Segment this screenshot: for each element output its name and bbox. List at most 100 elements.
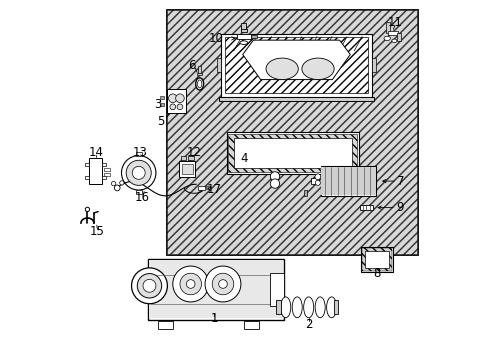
Ellipse shape xyxy=(292,297,302,318)
Bar xyxy=(321,167,375,195)
Bar xyxy=(241,23,246,31)
Text: 4: 4 xyxy=(240,152,248,165)
Circle shape xyxy=(169,104,175,110)
Text: 10: 10 xyxy=(208,32,223,45)
Bar xyxy=(85,176,89,179)
Bar xyxy=(182,164,192,174)
Text: 14: 14 xyxy=(88,145,103,158)
Bar xyxy=(219,97,373,102)
Bar xyxy=(160,103,164,106)
Circle shape xyxy=(111,181,116,186)
Circle shape xyxy=(120,181,124,185)
Bar xyxy=(205,186,210,189)
Bar xyxy=(396,33,400,41)
Circle shape xyxy=(177,104,183,110)
Bar xyxy=(136,190,142,194)
Bar xyxy=(320,166,376,196)
Ellipse shape xyxy=(280,297,290,318)
Bar xyxy=(198,66,201,73)
Bar xyxy=(311,178,319,184)
Circle shape xyxy=(85,207,89,212)
Circle shape xyxy=(126,160,151,185)
Bar xyxy=(362,248,391,271)
Bar xyxy=(236,34,250,40)
Bar xyxy=(160,96,164,99)
Bar xyxy=(221,34,371,96)
Bar xyxy=(197,73,202,76)
Ellipse shape xyxy=(239,41,247,44)
Ellipse shape xyxy=(197,80,202,88)
Circle shape xyxy=(186,280,195,288)
Bar xyxy=(149,260,282,319)
Bar xyxy=(361,247,392,272)
Bar xyxy=(269,273,284,306)
Bar xyxy=(224,37,367,93)
Text: 15: 15 xyxy=(89,225,104,238)
Bar xyxy=(85,163,89,166)
Bar xyxy=(147,259,284,320)
Bar xyxy=(166,89,186,113)
Circle shape xyxy=(114,185,120,191)
Text: 9: 9 xyxy=(396,201,404,214)
Bar xyxy=(228,134,357,172)
Bar xyxy=(158,321,172,329)
Ellipse shape xyxy=(265,58,298,80)
Circle shape xyxy=(270,179,279,188)
Bar xyxy=(250,35,257,39)
Ellipse shape xyxy=(314,297,325,318)
Circle shape xyxy=(218,280,227,288)
Ellipse shape xyxy=(303,297,313,318)
Bar xyxy=(387,31,398,35)
Circle shape xyxy=(270,172,279,181)
Text: 1: 1 xyxy=(210,311,217,325)
Bar xyxy=(104,173,110,176)
Bar xyxy=(136,152,142,156)
Ellipse shape xyxy=(391,39,396,42)
Circle shape xyxy=(204,266,241,302)
Ellipse shape xyxy=(383,36,389,41)
Circle shape xyxy=(131,268,167,304)
Bar xyxy=(102,163,106,166)
Circle shape xyxy=(315,180,320,185)
Bar xyxy=(180,156,186,160)
Text: 6: 6 xyxy=(187,59,195,72)
Bar xyxy=(276,301,280,314)
Bar xyxy=(240,30,246,32)
Bar xyxy=(385,22,389,33)
Text: 16: 16 xyxy=(135,192,149,204)
Circle shape xyxy=(137,274,162,298)
Text: 8: 8 xyxy=(373,267,380,280)
Text: 12: 12 xyxy=(186,146,202,159)
Ellipse shape xyxy=(326,297,336,318)
Circle shape xyxy=(175,94,184,103)
Bar xyxy=(244,321,258,329)
Bar xyxy=(102,176,106,179)
Text: 17: 17 xyxy=(206,183,221,196)
Circle shape xyxy=(172,266,208,302)
Bar xyxy=(187,156,193,160)
Bar xyxy=(167,10,418,255)
Circle shape xyxy=(168,94,177,103)
Text: 5: 5 xyxy=(157,115,164,128)
Bar xyxy=(198,186,204,190)
Bar xyxy=(179,161,195,177)
Bar xyxy=(226,132,359,174)
Text: 7: 7 xyxy=(396,175,404,188)
Bar xyxy=(104,168,110,171)
Polygon shape xyxy=(242,40,349,80)
Bar xyxy=(167,10,418,255)
Bar xyxy=(360,206,372,210)
Text: 11: 11 xyxy=(387,16,402,29)
Text: 3: 3 xyxy=(154,98,161,111)
Circle shape xyxy=(132,166,145,179)
Circle shape xyxy=(121,156,156,190)
Bar xyxy=(333,301,337,314)
Circle shape xyxy=(142,279,156,292)
Circle shape xyxy=(212,273,233,295)
Text: 13: 13 xyxy=(133,145,148,158)
Bar xyxy=(233,138,351,168)
Bar xyxy=(303,190,306,197)
Ellipse shape xyxy=(301,58,333,80)
Bar xyxy=(365,251,388,268)
Text: 2: 2 xyxy=(305,318,312,331)
